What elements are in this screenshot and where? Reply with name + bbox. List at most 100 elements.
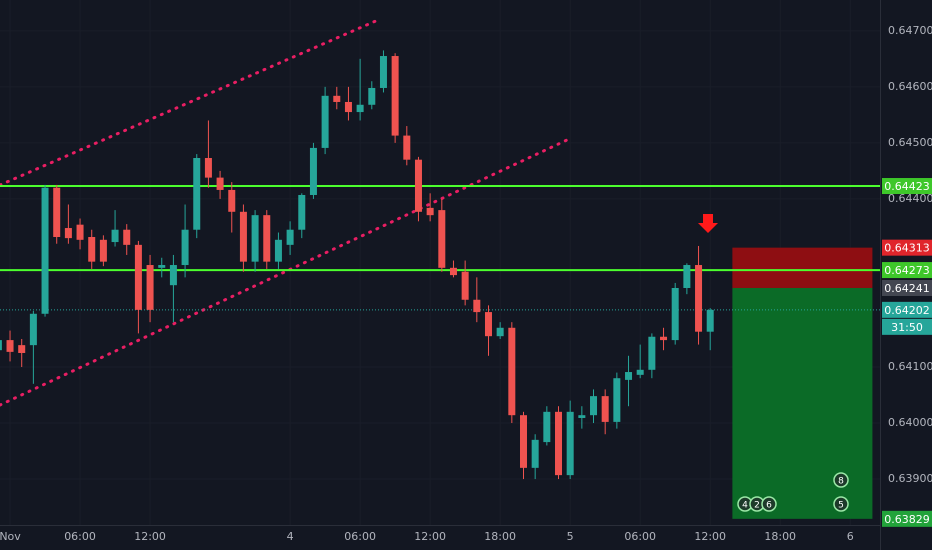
candle-body — [648, 336, 656, 370]
candle-body — [251, 215, 259, 262]
position-tool — [732, 247, 873, 519]
candle-body — [239, 211, 247, 262]
stop-price-label-box — [882, 239, 932, 256]
candle-body — [204, 158, 212, 178]
stop-price-label: 0.64313 — [884, 242, 930, 255]
x-tick-label: 6 — [847, 530, 854, 543]
x-tick-label: 12:00 — [694, 530, 726, 543]
candle-body — [671, 287, 679, 341]
candle-body — [449, 267, 457, 276]
countdown-box — [882, 318, 932, 335]
y-tick-label: 0.64500 — [888, 136, 932, 149]
x-tick-label: 18:00 — [484, 530, 516, 543]
candle-body — [0, 340, 2, 351]
candle-body — [321, 95, 329, 148]
x-tick-label: 4 — [287, 530, 294, 543]
candle-body — [484, 312, 492, 337]
channel-line — [0, 138, 569, 407]
candle-body — [368, 87, 376, 105]
x-tick-label: Nov — [0, 530, 21, 543]
target-zone — [732, 287, 873, 519]
entry-price-label-box — [882, 279, 932, 296]
candle-body — [613, 378, 621, 422]
candle-body — [169, 265, 177, 286]
candle-body — [274, 239, 282, 262]
candle-body — [228, 189, 236, 212]
candle-body — [438, 210, 446, 268]
hline-price-label: 0.64273 — [884, 264, 930, 277]
candle-body — [298, 194, 306, 230]
candle-body — [695, 265, 703, 332]
candle-body — [53, 187, 61, 238]
candle-body — [76, 224, 84, 240]
candle-body — [181, 229, 189, 266]
event-bubble — [833, 496, 849, 512]
last-price-label-box — [882, 301, 932, 318]
candle-body — [461, 271, 469, 300]
countdown: 31:50 — [891, 321, 923, 334]
y-tick-label: 0.64700 — [888, 24, 932, 37]
candle-body — [391, 56, 399, 136]
x-tick-label: 12:00 — [414, 530, 446, 543]
candle-body — [403, 135, 411, 160]
stop-zone — [732, 247, 873, 288]
candle-body — [519, 415, 527, 468]
hline-price-label-box — [882, 262, 932, 279]
target-price-label-box — [882, 510, 932, 527]
candle-body — [555, 411, 563, 476]
candle-body — [473, 299, 481, 313]
candle-body — [344, 101, 352, 113]
candle-body — [111, 229, 119, 243]
candle-body — [706, 309, 714, 332]
candle-body — [333, 95, 341, 102]
candle-body — [578, 415, 586, 418]
candle-body — [531, 439, 539, 468]
candle-body — [123, 229, 131, 245]
y-tick-label: 0.64100 — [888, 360, 932, 373]
candle-body — [414, 159, 422, 212]
candle-body — [146, 265, 154, 310]
candle-body — [88, 237, 96, 262]
candle-body — [6, 340, 14, 352]
candle-body — [543, 411, 551, 443]
candle-body — [426, 207, 434, 216]
candle-body — [193, 158, 201, 230]
y-tick-label: 0.64400 — [888, 192, 932, 205]
event-label: 5 — [838, 501, 844, 511]
arrow-marker — [698, 214, 718, 233]
candle-body — [29, 313, 37, 346]
candle-body — [508, 327, 516, 416]
candle-body — [263, 215, 271, 262]
channel-line — [0, 18, 380, 187]
hline-price-label-box — [882, 178, 932, 195]
candle-body — [356, 104, 364, 113]
y-tick-label: 0.64600 — [888, 80, 932, 93]
candle-body — [660, 336, 668, 341]
candle-body — [379, 56, 387, 88]
last-price-label: 0.64202 — [884, 304, 930, 317]
x-tick-label: 18:00 — [764, 530, 796, 543]
candle-body — [134, 244, 142, 310]
candle-body — [601, 396, 609, 422]
x-tick-label: 12:00 — [134, 530, 166, 543]
x-tick-label: 5 — [567, 530, 574, 543]
candle-body — [286, 229, 294, 245]
x-tick-label: 06:00 — [64, 530, 96, 543]
target-price-label: 0.63829 — [884, 513, 930, 526]
candle-body — [566, 411, 574, 476]
candle-body — [309, 147, 317, 195]
candle-body — [216, 177, 224, 190]
candle-body — [158, 265, 166, 268]
event-label: 6 — [766, 501, 772, 511]
x-tick-label: 06:00 — [624, 530, 656, 543]
candle-body — [590, 396, 598, 416]
candle-body — [64, 228, 72, 239]
candle-body — [41, 187, 49, 314]
event-bubble — [833, 472, 849, 488]
event-bubble — [761, 496, 777, 512]
event-label: 4 — [742, 501, 748, 511]
event-label: 8 — [838, 477, 844, 487]
candle-body — [496, 327, 504, 337]
entry-price-label: 0.64241 — [884, 282, 930, 295]
